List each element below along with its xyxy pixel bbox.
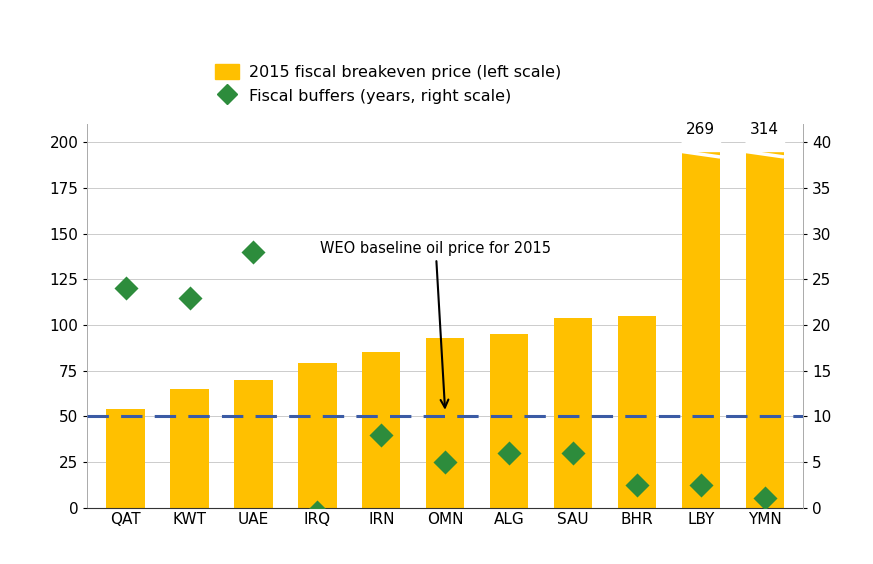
Bar — [682, 142, 720, 508]
Legend: 2015 fiscal breakeven price (left scale), Fiscal buffers (years, right scale): 2015 fiscal breakeven price (left scale)… — [210, 60, 566, 108]
Bar — [618, 316, 656, 508]
Bar — [299, 363, 337, 508]
Point — [375, 430, 388, 439]
Point — [630, 481, 644, 490]
Bar — [746, 142, 784, 508]
Bar — [553, 318, 592, 508]
Point — [311, 508, 325, 517]
Bar — [490, 334, 528, 508]
Bar — [426, 338, 464, 508]
Point — [502, 448, 516, 457]
Bar — [107, 409, 145, 508]
Point — [758, 494, 772, 503]
Bar — [234, 380, 272, 508]
Text: 314: 314 — [750, 122, 780, 137]
Bar — [362, 352, 401, 508]
Point — [182, 293, 196, 302]
Point — [438, 457, 452, 466]
Point — [566, 448, 580, 457]
Bar — [170, 389, 209, 508]
Text: WEO baseline oil price for 2015: WEO baseline oil price for 2015 — [320, 241, 551, 408]
Point — [694, 481, 708, 490]
Point — [119, 284, 133, 293]
Text: 269: 269 — [686, 122, 716, 137]
Point — [246, 248, 260, 257]
